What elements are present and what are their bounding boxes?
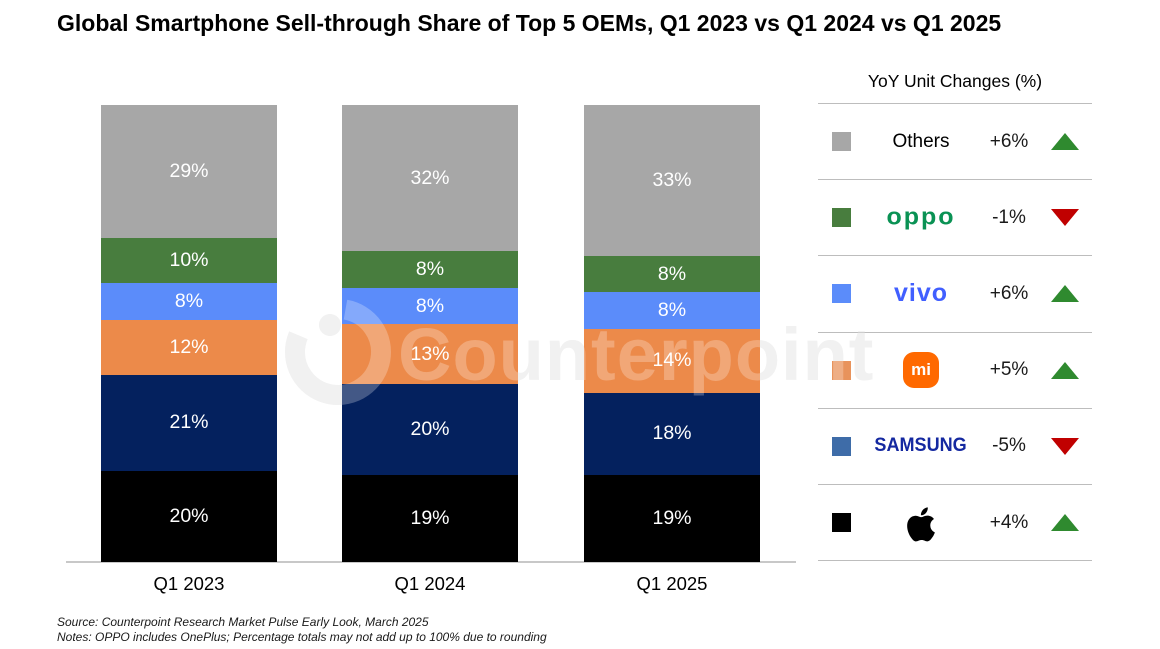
segment-value-label: 19%	[410, 507, 450, 530]
source-note: Source: Counterpoint Research Market Pul…	[57, 615, 429, 629]
legend-row-others: Others +6%	[818, 103, 1092, 179]
bar-segment-vivo: 8%	[342, 287, 518, 325]
x-axis-line	[66, 561, 796, 563]
segment-value-label: 8%	[174, 289, 204, 312]
bar-segment-xiaomi: 13%	[342, 324, 518, 384]
xiaomi-color-swatch	[832, 360, 851, 380]
bar-segment-others: 33%	[584, 105, 760, 256]
segment-value-label: 32%	[410, 166, 450, 189]
legend-row-xiaomi: mi +5%	[818, 331, 1092, 408]
bar-segment-oppo: 10%	[101, 237, 277, 284]
segment-value-label: 12%	[169, 335, 209, 358]
vivo-logo: vivo	[893, 279, 949, 308]
vivo-yoy-change: +6%	[989, 282, 1029, 304]
segment-value-label: 8%	[657, 299, 687, 322]
bar-segment-oppo: 8%	[342, 251, 518, 288]
xiaomi-logo-icon: mi	[903, 352, 939, 389]
x-axis-label: Q1 2024	[394, 573, 466, 594]
samsung-yoy-change: -5%	[992, 435, 1026, 457]
bar-segment-vivo: 8%	[584, 292, 760, 329]
segment-value-label: 18%	[652, 422, 692, 445]
segment-value-label: 19%	[652, 507, 692, 530]
stacked-bar-q1-2025: 33% 8% 8% 14% 18% 19%	[584, 105, 760, 562]
legend-panel: Others +6% oppo -1% vivo +6% mi +5% SAMSUNG -5% +4…	[818, 103, 1092, 562]
apple-color-swatch	[832, 513, 851, 533]
notes-note: Notes: OPPO includes OnePlus; Percentage…	[57, 630, 547, 644]
up-triangle-icon	[1051, 133, 1079, 151]
bar-segment-xiaomi: 12%	[101, 319, 277, 375]
samsung-logo: SAMSUNG	[874, 435, 968, 457]
bar-segment-xiaomi: 14%	[584, 328, 760, 393]
bar-segment-apple: 19%	[342, 475, 518, 562]
bar-segment-others: 29%	[101, 105, 277, 238]
oppo-yoy-change: -1%	[992, 206, 1026, 228]
segment-value-label: 29%	[169, 159, 209, 182]
up-triangle-icon	[1051, 361, 1079, 379]
vivo-color-swatch	[832, 284, 851, 304]
apple-logo-icon	[907, 506, 935, 541]
bar-segment-apple: 19%	[584, 475, 760, 562]
bar-segment-apple: 20%	[101, 470, 277, 562]
x-axis-label: Q1 2023	[153, 573, 225, 594]
x-axis-label: Q1 2025	[636, 573, 708, 594]
segment-value-label: 14%	[652, 349, 692, 372]
bar-segment-others: 32%	[342, 105, 518, 252]
others-color-swatch	[832, 132, 851, 152]
samsung-color-swatch	[832, 436, 851, 456]
bar-segment-samsung: 18%	[584, 392, 760, 476]
chart-title: Global Smartphone Sell-through Share of …	[57, 10, 1002, 36]
legend-row-oppo: oppo -1%	[818, 179, 1092, 255]
others-yoy-change: +6%	[989, 130, 1029, 152]
bar-segment-oppo: 8%	[584, 255, 760, 293]
segment-value-label: 8%	[415, 294, 445, 317]
bar-segment-samsung: 21%	[101, 374, 277, 471]
apple-yoy-change: +4%	[989, 511, 1029, 533]
segment-value-label: 13%	[410, 342, 450, 365]
segment-value-label: 8%	[657, 262, 687, 285]
bar-segment-samsung: 20%	[342, 383, 518, 476]
oppo-logo: oppo	[886, 204, 956, 231]
up-triangle-icon	[1051, 285, 1079, 303]
others-label: Others	[892, 130, 950, 152]
bar-segment-vivo: 8%	[101, 283, 277, 320]
segment-value-label: 8%	[415, 258, 445, 280]
legend-row-samsung: SAMSUNG -5%	[818, 407, 1092, 484]
oppo-color-swatch	[832, 208, 851, 228]
segment-value-label: 20%	[410, 417, 450, 440]
stacked-bar-q1-2023: 29% 10% 8% 12% 21% 20%	[101, 105, 277, 562]
legend-header: YoY Unit Changes (%)	[867, 71, 1043, 91]
xiaomi-yoy-change: +5%	[989, 359, 1029, 381]
down-triangle-icon	[1051, 437, 1079, 455]
footer-notes: Source: Counterpoint Research Market Pul…	[57, 615, 547, 645]
up-triangle-icon	[1051, 514, 1079, 532]
legend-row-apple: +4%	[818, 483, 1092, 562]
down-triangle-icon	[1051, 209, 1079, 227]
legend-row-vivo: vivo +6%	[818, 255, 1092, 331]
segment-value-label: 21%	[169, 411, 209, 434]
segment-value-label: 10%	[169, 248, 209, 271]
stacked-bar-q1-2024: 32% 8% 8% 13% 20% 19%	[342, 105, 518, 562]
segment-value-label: 20%	[169, 504, 209, 527]
segment-value-label: 33%	[652, 168, 692, 191]
